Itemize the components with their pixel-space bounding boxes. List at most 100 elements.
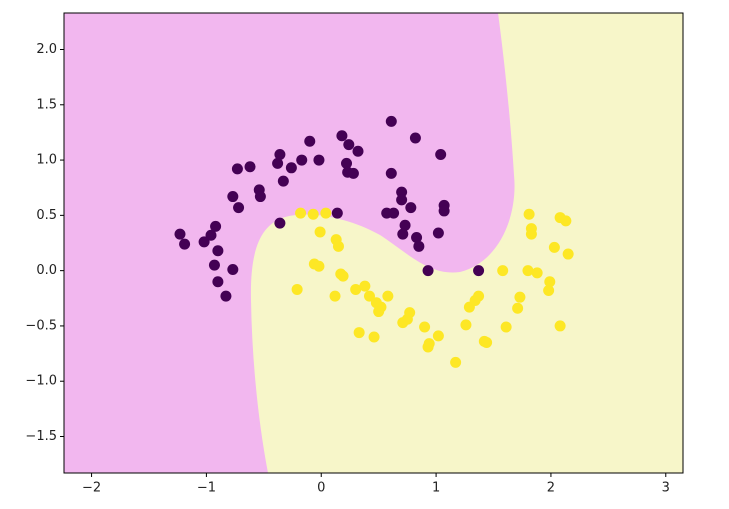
y-tick-label: 0.0 <box>36 263 57 278</box>
x-tick-label: −2 <box>82 481 101 496</box>
point <box>350 283 362 295</box>
point <box>307 208 319 220</box>
x-tick-label: 3 <box>662 481 670 496</box>
point <box>352 145 364 157</box>
point <box>274 149 286 161</box>
point <box>363 290 375 302</box>
point <box>435 149 447 161</box>
y-tick-label: −0.5 <box>25 318 57 333</box>
point <box>254 191 266 203</box>
point <box>382 290 394 302</box>
point <box>205 229 217 241</box>
y-tick-label: 0.5 <box>36 208 57 223</box>
point <box>554 320 566 332</box>
point <box>438 205 450 217</box>
x-tick-label: 2 <box>547 481 555 496</box>
point <box>422 265 434 277</box>
point <box>272 157 284 169</box>
point <box>347 167 359 179</box>
point <box>512 302 524 314</box>
point <box>212 245 224 257</box>
point <box>422 341 434 353</box>
point <box>500 321 512 333</box>
point <box>368 331 380 343</box>
point <box>274 217 286 229</box>
x-tick-label: −1 <box>197 481 216 496</box>
point <box>385 167 397 179</box>
point <box>411 231 423 243</box>
point <box>548 241 560 253</box>
point <box>295 207 307 219</box>
class-region-pink <box>64 13 515 473</box>
point <box>432 227 444 239</box>
point <box>405 202 417 214</box>
point <box>291 283 303 295</box>
marks <box>174 115 574 368</box>
point <box>460 319 472 331</box>
point <box>522 265 534 277</box>
point <box>419 321 431 333</box>
point <box>353 327 365 339</box>
point <box>233 202 245 214</box>
point <box>198 236 210 248</box>
point <box>544 276 556 288</box>
point <box>329 290 341 302</box>
point <box>179 238 191 250</box>
point <box>531 267 543 279</box>
point <box>562 248 574 260</box>
point <box>404 307 416 319</box>
point <box>227 191 239 203</box>
point <box>341 157 353 169</box>
point <box>397 228 409 240</box>
y-tick-label: 2.0 <box>36 42 57 57</box>
point <box>174 228 186 240</box>
point <box>359 280 371 292</box>
point <box>450 356 462 368</box>
point <box>313 154 325 166</box>
point <box>337 270 349 282</box>
point <box>543 285 555 297</box>
x-tick-label: 1 <box>432 481 440 496</box>
point <box>320 207 332 219</box>
point <box>473 265 485 277</box>
point <box>525 223 537 235</box>
point <box>220 290 232 302</box>
point <box>332 240 344 252</box>
point <box>432 330 444 342</box>
point <box>227 264 239 276</box>
point <box>313 260 325 272</box>
point <box>343 139 355 151</box>
point <box>560 215 572 227</box>
point <box>385 115 397 127</box>
y-tick-label: −1.5 <box>25 429 57 444</box>
point <box>497 265 509 277</box>
point <box>514 291 526 303</box>
point <box>331 207 343 219</box>
point <box>208 259 220 271</box>
point <box>481 337 493 349</box>
point <box>396 186 408 198</box>
point <box>244 161 256 173</box>
point <box>314 226 326 238</box>
point <box>399 219 411 231</box>
point <box>212 276 224 288</box>
point <box>396 194 408 206</box>
point <box>304 135 316 147</box>
point <box>523 208 535 220</box>
y-tick-label: 1.5 <box>36 97 57 112</box>
point <box>285 162 297 174</box>
y-tick-label: 1.0 <box>36 153 57 168</box>
point <box>409 132 421 144</box>
point <box>277 175 289 187</box>
plot-frame <box>63 12 684 474</box>
point <box>210 220 222 232</box>
point <box>336 130 348 142</box>
point <box>413 240 425 252</box>
x-tick-label: 0 <box>317 481 325 496</box>
point <box>296 154 308 166</box>
point <box>231 163 243 175</box>
point <box>388 207 400 219</box>
point <box>473 290 485 302</box>
